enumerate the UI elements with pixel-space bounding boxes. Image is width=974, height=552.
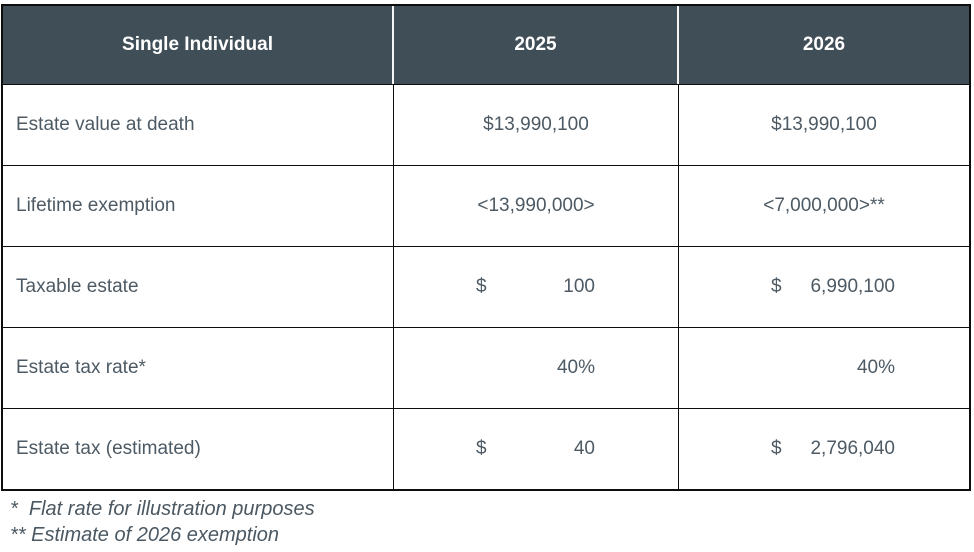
cell-estate-value-2025: $13,990,100 (394, 84, 679, 165)
amount-value: 40% (556, 357, 595, 378)
table-row-estate-tax-rate: Estate tax rate* 40% 40% (3, 327, 969, 408)
amount-value: 6,990,100 (810, 276, 895, 297)
row-label-estate-value: Estate value at death (3, 84, 394, 165)
amount-value: 2,796,040 (810, 438, 895, 459)
currency-symbol: $ (771, 438, 782, 459)
table-row-estate-tax-estimated: Estate tax (estimated) $ 40 $ 2,796,040 (3, 408, 969, 489)
footnote-2026-exemption: ** Estimate of 2026 exemption (10, 524, 280, 546)
column-header-2025: 2025 (394, 6, 679, 84)
cell-estate-value-2026: $13,990,100 (679, 84, 969, 165)
footnotes: * Flat rate for illustration purposes **… (10, 496, 974, 548)
header-row: Single Individual 2025 2026 (3, 6, 969, 84)
currency-symbol: $ (476, 438, 487, 459)
currency-symbol: $ (771, 276, 782, 297)
row-label-lifetime-exemption: Lifetime exemption (3, 165, 394, 246)
column-header-2026: 2026 (679, 6, 969, 84)
row-label-estate-tax-rate: Estate tax rate* (3, 327, 394, 408)
column-header-single-individual: Single Individual (3, 6, 394, 84)
amount-value: 40% (856, 357, 895, 378)
cell-estate-tax-estimated-2025: $ 40 (394, 408, 679, 489)
currency-symbol: $ (476, 276, 487, 297)
cell-estate-tax-rate-2026: 40% (679, 327, 969, 408)
footnote-flat-rate: * Flat rate for illustration purposes (10, 498, 315, 520)
cell-lifetime-exemption-2025: <13,990,000> (394, 165, 679, 246)
row-label-taxable-estate: Taxable estate (3, 246, 394, 327)
table-row-taxable-estate: Taxable estate $ 100 $ 6,990,100 (3, 246, 969, 327)
cell-taxable-estate-2026: $ 6,990,100 (679, 246, 969, 327)
amount-value: 100 (563, 276, 595, 297)
cell-taxable-estate-2025: $ 100 (394, 246, 679, 327)
table-row-lifetime-exemption: Lifetime exemption <13,990,000> <7,000,0… (3, 165, 969, 246)
cell-lifetime-exemption-2026: <7,000,000>** (679, 165, 969, 246)
cell-estate-tax-rate-2025: 40% (394, 327, 679, 408)
table-row-estate-value: Estate value at death $13,990,100 $13,99… (3, 84, 969, 165)
row-label-estate-tax-estimated: Estate tax (estimated) (3, 408, 394, 489)
cell-estate-tax-estimated-2026: $ 2,796,040 (679, 408, 969, 489)
estate-tax-comparison-table: Single Individual 2025 2026 Estate value… (1, 4, 971, 491)
amount-value: 40 (573, 438, 595, 459)
